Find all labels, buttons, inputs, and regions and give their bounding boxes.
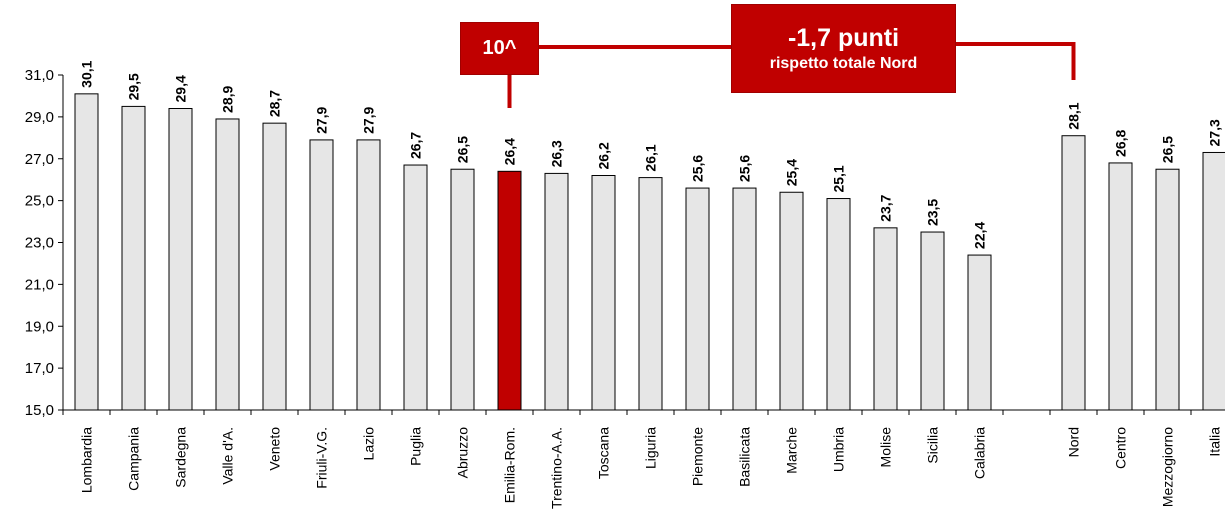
callout-connectors — [507, 42, 1076, 108]
category-label: Piemonte — [690, 427, 706, 486]
y-tick-label: 15,0 — [25, 402, 54, 419]
data-label: 26,7 — [408, 132, 424, 159]
category-label: Emilia-Rom. — [502, 427, 518, 503]
data-label: 26,8 — [1113, 129, 1129, 156]
bar — [403, 164, 428, 411]
bar — [74, 93, 99, 411]
data-label: 28,1 — [1066, 102, 1082, 129]
difference-callout-sub: rispetto totale Nord — [769, 54, 918, 72]
bar — [967, 254, 992, 411]
category-label: Mezzogiorno — [1160, 427, 1176, 507]
bar — [920, 231, 945, 411]
data-label: 23,7 — [878, 194, 894, 221]
data-label: 26,1 — [643, 144, 659, 171]
data-label: 30,1 — [79, 60, 95, 87]
data-label: 26,2 — [596, 142, 612, 169]
category-label: Marche — [784, 427, 800, 474]
category-label: Umbria — [831, 427, 847, 472]
y-tick-label: 19,0 — [25, 318, 54, 335]
bar — [121, 105, 146, 411]
category-label: Sicilia — [925, 427, 941, 464]
data-label: 25,4 — [784, 159, 800, 186]
category-label: Centro — [1113, 427, 1129, 469]
bar — [638, 177, 663, 411]
category-label: Toscana — [596, 427, 612, 479]
bar — [1155, 168, 1180, 411]
category-label: Puglia — [408, 427, 424, 466]
y-tick-label: 21,0 — [25, 276, 54, 293]
data-label: 29,5 — [126, 73, 142, 100]
bars — [74, 93, 1225, 411]
bar — [309, 139, 334, 411]
data-label: 22,4 — [972, 222, 988, 249]
bar — [732, 187, 757, 411]
data-label: 27,9 — [314, 106, 330, 133]
bar — [262, 122, 287, 411]
category-label: Trentino-A.A. — [549, 427, 565, 509]
bar — [826, 198, 851, 411]
data-label: 26,5 — [1160, 136, 1176, 163]
bar — [497, 170, 522, 411]
category-label: Sardegna — [173, 427, 189, 488]
y-tick-label: 31,0 — [25, 67, 54, 84]
difference-callout: -1,7 punti rispetto totale Nord — [731, 4, 956, 93]
category-label: Valle d'A. — [220, 427, 236, 485]
category-label: Italia — [1207, 427, 1223, 457]
data-label: 26,5 — [455, 136, 471, 163]
y-tick-label: 25,0 — [25, 193, 54, 210]
category-label: Campania — [126, 427, 142, 491]
bar — [1108, 162, 1133, 411]
bar — [591, 175, 616, 411]
bar — [215, 118, 240, 411]
bar — [873, 227, 898, 411]
category-label: Molise — [878, 427, 894, 468]
bar — [356, 139, 381, 411]
category-label: Liguria — [643, 427, 659, 469]
bar — [544, 172, 569, 411]
data-label: 27,9 — [361, 106, 377, 133]
data-label: 25,6 — [737, 155, 753, 182]
data-label: 25,1 — [831, 165, 847, 192]
category-label: Veneto — [267, 427, 283, 471]
labels: 30,1 Lombardia 29,5 Campania 29,4 Sardegna 28,… — [79, 60, 1223, 509]
y-tick-label: 27,0 — [25, 151, 54, 168]
data-label: 23,5 — [925, 199, 941, 226]
data-label: 27,3 — [1207, 119, 1223, 146]
category-label: Lombardia — [79, 427, 95, 493]
data-label: 26,3 — [549, 140, 565, 167]
bar — [1061, 135, 1086, 411]
category-label: Abruzzo — [455, 427, 471, 479]
category-label: Basilicata — [737, 427, 753, 487]
category-label: Lazio — [361, 427, 377, 461]
difference-callout-main: -1,7 punti — [787, 23, 900, 52]
bar — [1202, 151, 1225, 411]
data-label: 25,6 — [690, 155, 706, 182]
data-label: 28,9 — [220, 86, 236, 113]
y-tick-label: 17,0 — [25, 360, 54, 377]
category-label: Calabria — [972, 427, 988, 479]
y-tick-label: 23,0 — [25, 235, 54, 252]
axes: 15,0 17,0 19,0 21,0 23,0 25,0 27,0 29,0 31,0 — [25, 67, 1225, 419]
data-label: 29,4 — [173, 75, 189, 102]
bar — [450, 168, 475, 411]
y-tick-label: 29,0 — [25, 109, 54, 126]
bar — [168, 108, 193, 411]
rank-callout: 10^ — [460, 22, 539, 75]
bar — [779, 191, 804, 411]
data-label: 26,4 — [502, 138, 518, 165]
bar — [685, 187, 710, 411]
rank-callout-text: 10^ — [482, 37, 517, 59]
difference-connector — [956, 42, 1076, 80]
data-label: 28,7 — [267, 90, 283, 117]
category-label: Nord — [1066, 427, 1082, 457]
category-label: Friuli-V.G. — [314, 427, 330, 489]
